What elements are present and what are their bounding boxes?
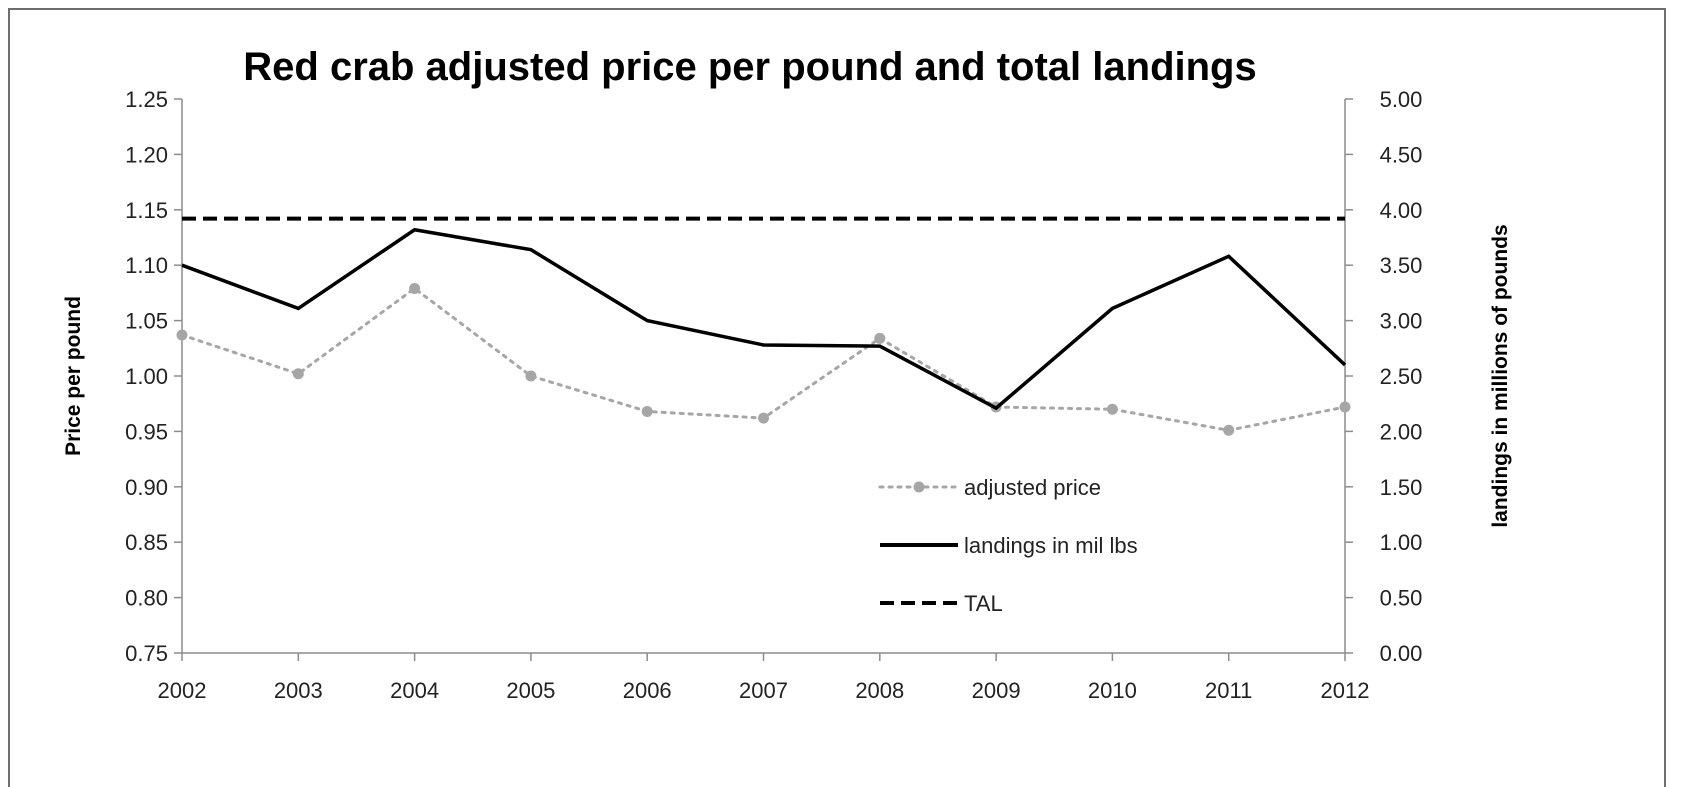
left-axis-title: Price per pound bbox=[62, 296, 85, 456]
right-tick-label: 5.00 bbox=[1380, 87, 1423, 112]
adjusted-price-point bbox=[1339, 401, 1351, 413]
left-tick-label: 1.05 bbox=[125, 309, 168, 334]
x-tick-label: 2011 bbox=[1205, 678, 1252, 703]
x-tick-label: 2012 bbox=[1321, 678, 1370, 703]
x-tick-label: 2006 bbox=[623, 678, 672, 703]
left-tick-label: 0.80 bbox=[125, 586, 168, 611]
adjusted-price-point bbox=[176, 329, 188, 341]
legend-label-adjusted-price: adjusted price bbox=[964, 475, 1101, 500]
right-tick-label: 0.50 bbox=[1380, 586, 1423, 611]
right-tick-label: 4.00 bbox=[1380, 198, 1423, 223]
x-tick-label: 2005 bbox=[506, 678, 555, 703]
x-tick-label: 2002 bbox=[158, 678, 207, 703]
right-tick-label: 0.00 bbox=[1380, 641, 1423, 666]
right-tick-label: 1.00 bbox=[1380, 530, 1423, 555]
right-tick-label: 3.50 bbox=[1380, 253, 1423, 278]
left-tick-label: 0.85 bbox=[125, 530, 168, 555]
left-axis-ticks: 0.75 0.80 0.85 0.90 0.95 1.00 1.05 1.10 1.15 1.20… bbox=[125, 87, 182, 666]
adjusted-price-point bbox=[641, 405, 653, 417]
adjusted-price-point bbox=[292, 368, 304, 380]
x-axis-ticks: 2002 2003 2004 2005 2006 2007 2008 2009 2010 2011… bbox=[158, 653, 1370, 703]
left-tick-label: 1.10 bbox=[125, 253, 168, 278]
adjusted-price-point bbox=[1106, 403, 1118, 415]
left-tick-label: 0.75 bbox=[125, 641, 168, 666]
legend-label-landings-in-mil-lbs: landings in mil lbs bbox=[964, 533, 1138, 558]
x-tick-label: 2004 bbox=[390, 678, 439, 703]
left-tick-label: 1.25 bbox=[125, 87, 168, 112]
x-tick-label: 2003 bbox=[274, 678, 323, 703]
left-tick-label: 1.00 bbox=[125, 364, 168, 389]
right-axis-ticks: 0.00 0.50 1.00 1.50 2.00 2.50 3.00 3.50 4.00 4.50… bbox=[1345, 87, 1422, 666]
x-tick-label: 2010 bbox=[1088, 678, 1137, 703]
right-tick-label: 2.00 bbox=[1380, 419, 1423, 444]
left-tick-label: 1.20 bbox=[125, 142, 168, 167]
x-tick-label: 2009 bbox=[972, 678, 1021, 703]
adjusted-price-point bbox=[874, 332, 886, 344]
adjusted-price-point bbox=[1223, 424, 1235, 436]
legend: adjusted price landings in mil lbs TAL bbox=[878, 475, 1138, 616]
landings-in-mil-lbs-series-line bbox=[181, 227, 1347, 411]
chart-frame bbox=[8, 8, 1666, 787]
right-axis-title: landings in millions of pounds bbox=[1489, 224, 1512, 527]
left-tick-label: 0.95 bbox=[125, 419, 168, 444]
adjusted-price-point bbox=[409, 282, 421, 294]
right-tick-label: 4.50 bbox=[1380, 142, 1423, 167]
legend-label-tal: TAL bbox=[964, 591, 1003, 616]
left-tick-label: 1.15 bbox=[125, 198, 168, 223]
adjusted-price-point bbox=[525, 370, 537, 382]
adjusted-price-point bbox=[758, 412, 769, 424]
adjusted-price-series-line bbox=[180, 286, 1347, 432]
series-layer bbox=[176, 216, 1351, 436]
right-tick-label: 1.50 bbox=[1380, 475, 1423, 500]
right-tick-label: 2.50 bbox=[1380, 364, 1423, 389]
x-tick-label: 2007 bbox=[739, 678, 788, 703]
x-tick-label: 2008 bbox=[855, 678, 904, 703]
left-tick-label: 0.90 bbox=[125, 475, 168, 500]
legend-marker-adjusted-price bbox=[913, 481, 925, 493]
right-tick-label: 3.00 bbox=[1380, 309, 1423, 334]
chart-title: Red crab adjusted price per pound and to… bbox=[243, 45, 1256, 89]
